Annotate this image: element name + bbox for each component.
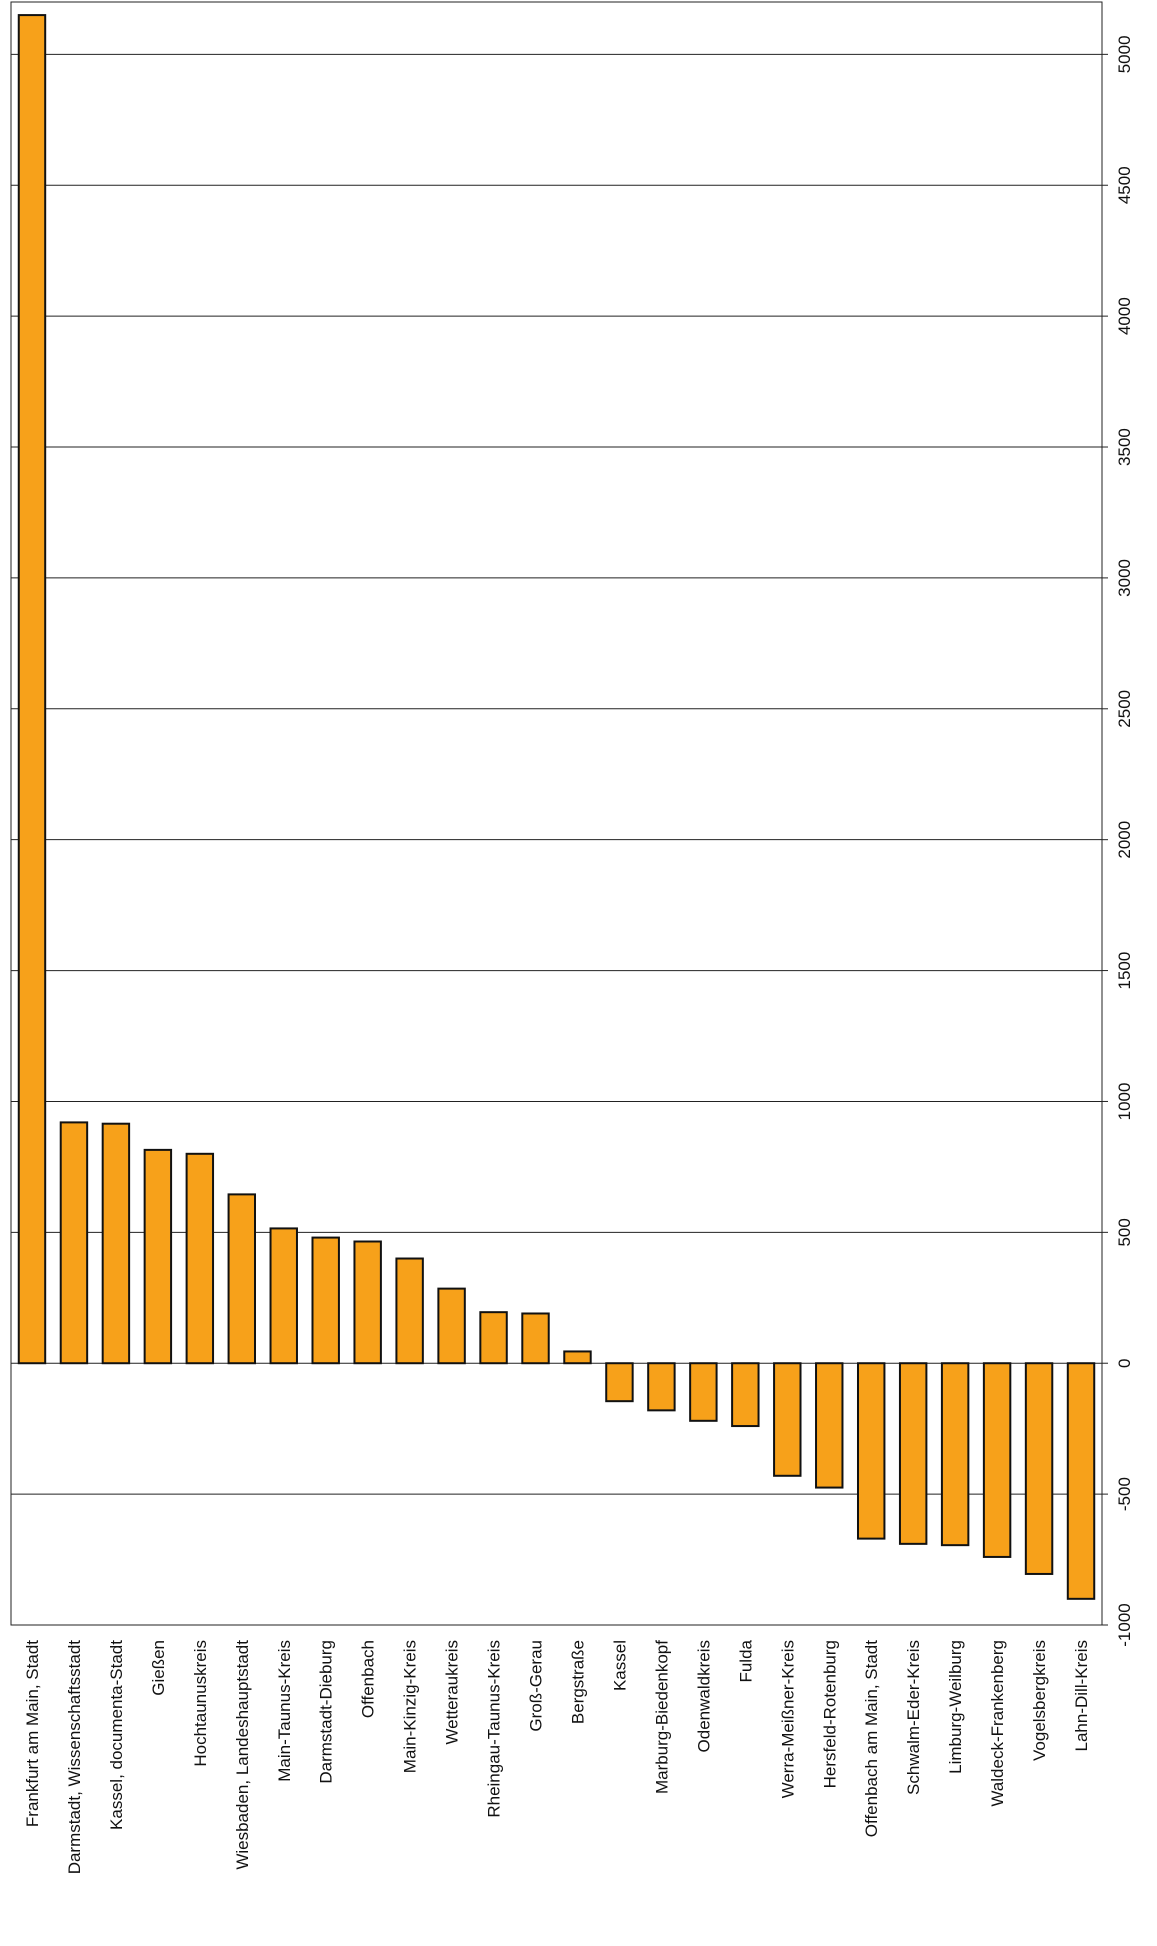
value-tick-label: 0 [1115, 1358, 1134, 1367]
category-label: Offenbach [359, 1640, 378, 1718]
value-tick-label: 2000 [1115, 821, 1134, 859]
category-label: Main-Taunus-Kreis [275, 1640, 294, 1782]
bar [521, 1312, 550, 1365]
category-label: Gießen [149, 1640, 168, 1696]
category-label: Kassel, documenta-Stadt [107, 1640, 126, 1830]
category-label: Marburg-Biedenkopf [652, 1640, 671, 1794]
category-label: Werra-Meißner-Kreis [778, 1640, 797, 1798]
value-tick-label: 4000 [1115, 297, 1134, 335]
category-label: Hersfeld-Rotenburg [820, 1640, 839, 1788]
category-label: Darmstadt-Dieburg [317, 1640, 336, 1784]
bar [731, 1362, 760, 1428]
bar [353, 1240, 382, 1365]
category-label: Kassel [610, 1640, 629, 1691]
category-label: Main-Kinzig-Kreis [401, 1640, 420, 1773]
bar [59, 1121, 89, 1365]
category-label: Fulda [736, 1639, 755, 1682]
value-tick-label: -500 [1115, 1477, 1134, 1511]
value-tick-label: 1000 [1115, 1083, 1134, 1121]
category-label: Groß-Gerau [527, 1640, 546, 1732]
bar [940, 1362, 970, 1547]
category-label: Darmstadt, Wissenschaftsstadt [65, 1640, 84, 1875]
bar [311, 1236, 340, 1365]
value-tick-label: 4500 [1115, 166, 1134, 204]
bar [689, 1362, 718, 1422]
category-label: Limburg-Weilburg [946, 1640, 965, 1774]
category-label: Wiesbaden, Landeshauptstadt [233, 1640, 252, 1870]
bar [395, 1257, 424, 1365]
category-labels: Frankfurt am Main, Stadt Darmstadt, Wisse… [23, 1639, 1091, 1874]
value-tick-label: 5000 [1115, 35, 1134, 73]
value-tick-labels: -1000 -500 0 500 1000 1500 2000 2500 3000 3500 400… [1115, 35, 1134, 1646]
category-label: Waldeck-Frankenberg [988, 1640, 1007, 1807]
category-label: Offenbach am Main, Stadt [862, 1640, 881, 1837]
bar [437, 1287, 466, 1365]
category-label: Vogelsbergkreis [1030, 1640, 1049, 1761]
category-label: Lahn-Dill-Kreis [1072, 1640, 1091, 1751]
category-label: Rheingau-Taunus-Kreis [485, 1640, 504, 1818]
bars [17, 14, 1096, 1600]
value-tick-label: 2500 [1115, 690, 1134, 728]
bar [17, 14, 47, 1365]
value-tick-label: 3000 [1115, 559, 1134, 597]
value-tick-label: 500 [1115, 1218, 1134, 1246]
category-label: Odenwaldkreis [694, 1640, 713, 1752]
category-label: Bergstraße [568, 1640, 587, 1724]
bar [815, 1362, 844, 1489]
category-label: Frankfurt am Main, Stadt [23, 1640, 42, 1827]
bar [101, 1122, 131, 1365]
bar [773, 1362, 802, 1477]
bar [898, 1362, 928, 1545]
bar [1024, 1362, 1054, 1575]
bar [605, 1362, 634, 1403]
bar [143, 1148, 173, 1365]
bar [479, 1311, 508, 1365]
bar [856, 1362, 886, 1540]
value-tick-label: -1000 [1115, 1603, 1134, 1646]
category-label: Schwalm-Eder-Kreis [904, 1640, 923, 1795]
bar [1066, 1362, 1096, 1600]
bar [563, 1350, 592, 1365]
gridlines [11, 53, 1108, 1626]
bar [647, 1362, 676, 1412]
bar [982, 1362, 1012, 1558]
value-tick-label: 1500 [1115, 952, 1134, 990]
bar [185, 1152, 215, 1365]
plot-frame [10, 1, 1103, 1626]
value-tick-label: 3500 [1115, 428, 1134, 466]
category-label: Hochtaunuskreis [191, 1640, 210, 1767]
category-label: Wetteraukreis [443, 1640, 462, 1745]
bar [269, 1227, 298, 1365]
bar [227, 1193, 257, 1365]
